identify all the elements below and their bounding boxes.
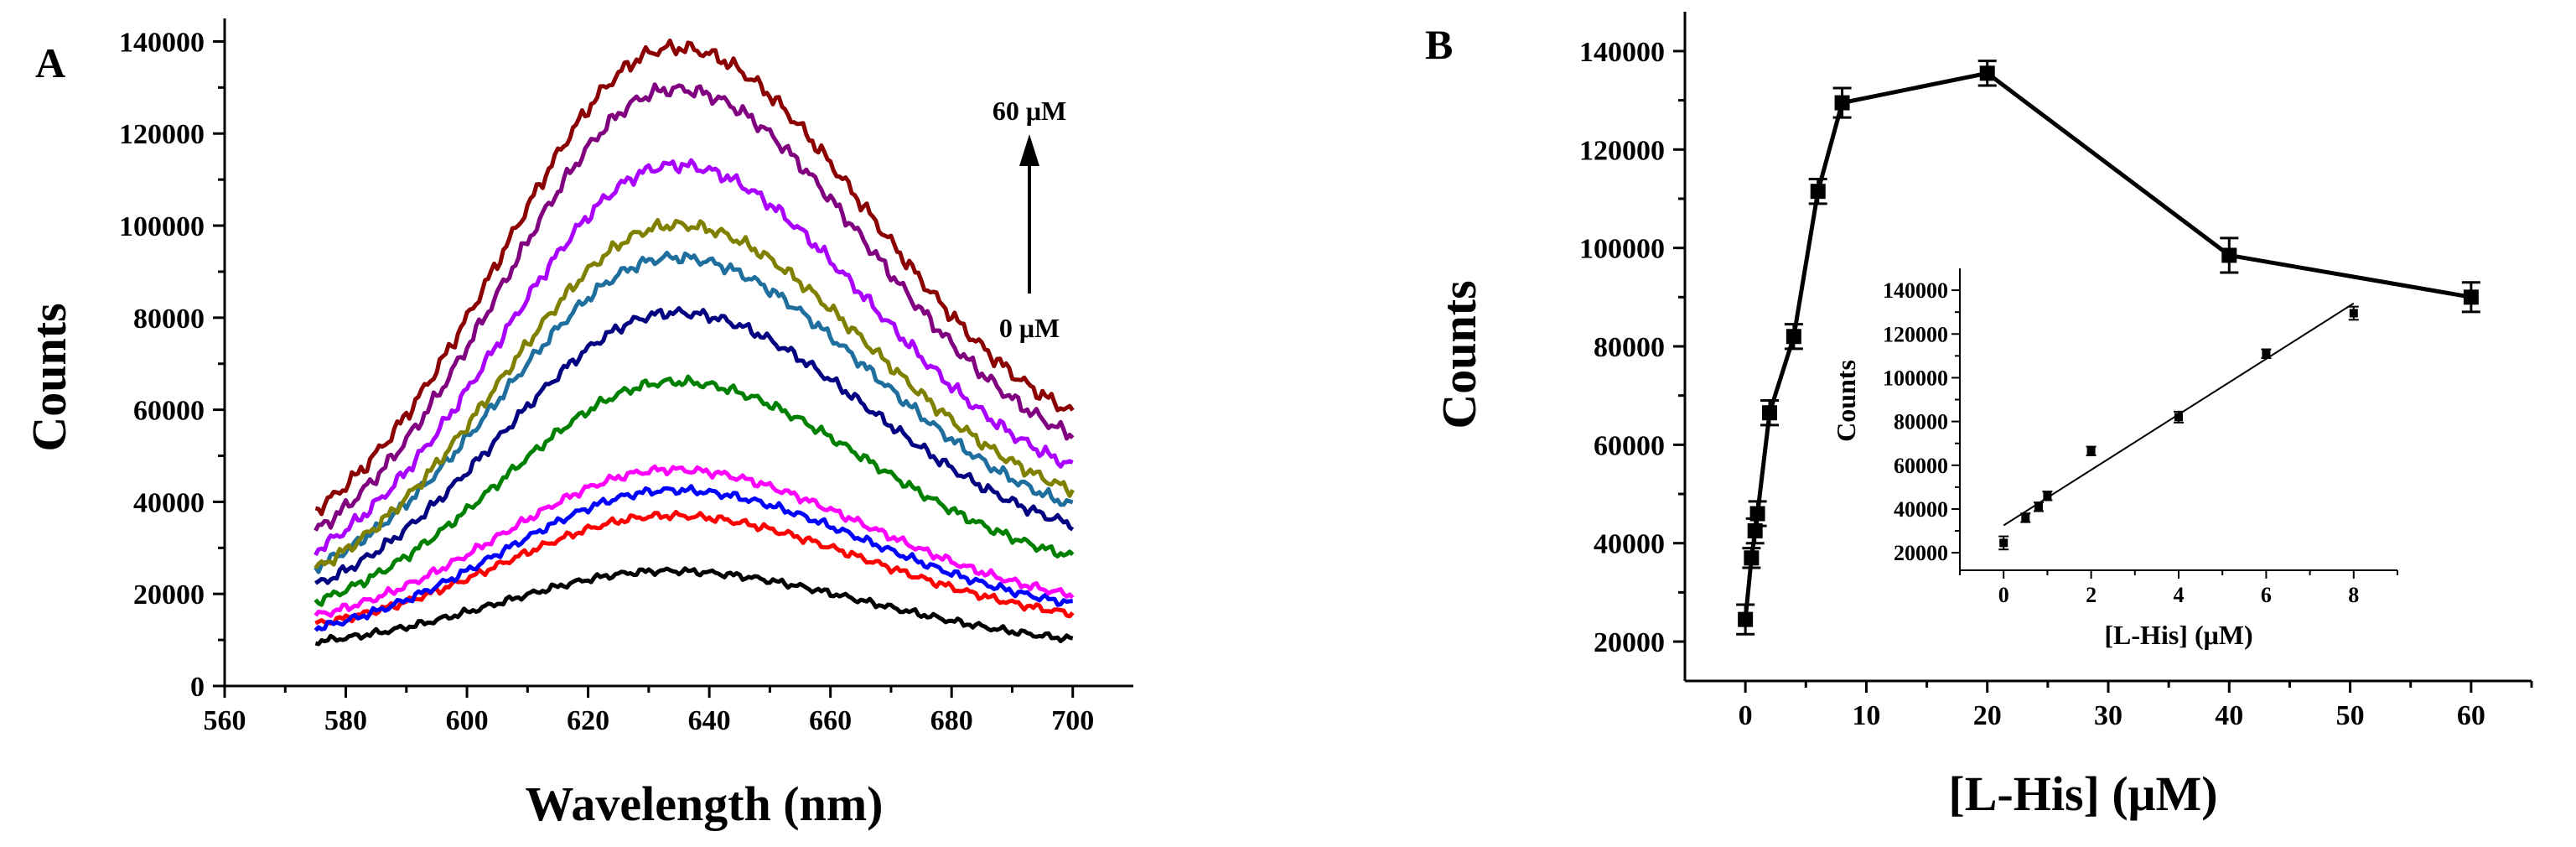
data-point (1810, 184, 1826, 200)
spectrum-line (314, 218, 1075, 570)
inset-x-tick-label: 6 (2261, 583, 2272, 607)
inset-data-point (2349, 309, 2358, 318)
y-tick-label: 20000 (1594, 627, 1665, 658)
y-tick-label: 120000 (1579, 135, 1665, 166)
inset-data-point (2086, 446, 2096, 455)
y-tick-label: 40000 (133, 487, 205, 518)
inset-x-tick-label: 4 (2174, 583, 2185, 607)
y-axis-label: Counts (22, 303, 76, 451)
panel-b-label: B (1425, 21, 1453, 68)
y-tick-label: 40000 (1594, 529, 1665, 560)
data-point (1834, 95, 1850, 111)
y-tick-label: 100000 (1579, 234, 1665, 265)
spectrum-line (314, 38, 1075, 517)
y-tick-label: 60000 (133, 396, 205, 427)
inset-chart: 0 2 4 6 8 20000 40000 60000 80000 100000 120000 140… (1831, 268, 2398, 650)
spectrum-line (314, 464, 1075, 618)
inset-data-point (2262, 349, 2271, 358)
inset-x-tick-label: 8 (2348, 583, 2359, 607)
panel-a: A 560 580 600 620 640 660 680 700 0 20000 40000 600… (22, 18, 1133, 831)
annotation-top-label: 60 μM (993, 96, 1066, 126)
x-axis-label: Wavelength (nm) (526, 777, 884, 831)
inset-y-tick-label: 100000 (1883, 366, 1948, 390)
inset-x-tick-label: 2 (2086, 583, 2097, 607)
inset-data-point (2021, 513, 2030, 522)
inset-data-point (2043, 491, 2052, 501)
panel-b: B 0 10 20 30 40 50 602000040000600008000010000… (1425, 12, 2533, 821)
data-point (1744, 550, 1760, 566)
data-point (2221, 247, 2237, 263)
data-point (1979, 65, 1995, 81)
y-tick-label: 80000 (1594, 332, 1665, 363)
spectrum-line (314, 251, 1074, 574)
spectrum-line (314, 158, 1074, 557)
inset-x-axis-label: [L-His] (μM) (2104, 620, 2252, 650)
inset-y-tick-label: 120000 (1883, 322, 1948, 346)
y-tick-label: 0 (190, 672, 205, 703)
x-tick-label: 680 (930, 705, 973, 736)
inset-y-tick-label: 60000 (1894, 454, 1948, 478)
inset-y-tick-label: 140000 (1883, 278, 1948, 303)
x-tick-label: 20 (1973, 700, 2002, 731)
x-tick-label: 660 (809, 705, 852, 736)
y-tick-label: 140000 (119, 27, 205, 58)
x-tick-label: 30 (2094, 700, 2122, 731)
data-point (1762, 405, 1777, 421)
data-point (1749, 506, 1765, 522)
spectrum-line (314, 484, 1073, 632)
spectrum-line (314, 509, 1075, 626)
y-tick-label: 60000 (1594, 430, 1665, 461)
inset-y-axis-label: Counts (1831, 360, 1861, 442)
x-tick-label: 700 (1051, 705, 1094, 736)
x-tick-label: 40 (2215, 700, 2243, 731)
y-tick-label: 120000 (119, 119, 205, 150)
x-tick-label: 640 (688, 705, 731, 736)
data-point (2463, 289, 2479, 305)
annotation-bottom-label: 0 μM (999, 313, 1060, 343)
data-point (1786, 329, 1801, 345)
inset-y-tick-label: 40000 (1894, 497, 1948, 522)
spectrum-line (314, 306, 1075, 585)
x-axis-label: [L-His] (μM) (1948, 766, 2217, 821)
spectrum-line (314, 566, 1074, 647)
x-tick-label: 50 (2336, 700, 2365, 731)
x-tick-label: 10 (1852, 700, 1880, 731)
data-point (1747, 523, 1763, 539)
y-tick-label: 20000 (133, 579, 205, 611)
data-line (1743, 70, 2472, 620)
y-tick-label: 140000 (1579, 37, 1665, 68)
inset-y-tick-label: 80000 (1894, 410, 1948, 434)
x-tick-label: 560 (204, 705, 246, 736)
y-tick-label: 80000 (133, 304, 205, 335)
data-point (1738, 611, 1754, 627)
inset-y-tick-label: 20000 (1894, 541, 1948, 565)
spectrum-line (314, 82, 1075, 532)
y-tick-label: 100000 (119, 211, 205, 242)
x-tick-label: 0 (1739, 700, 1753, 731)
y-axis-label: Counts (1432, 280, 1486, 429)
inset-x-tick-label: 0 (1998, 583, 2009, 607)
inset-data-point (1999, 538, 2008, 548)
x-tick-label: 620 (567, 705, 609, 736)
inset-data-point (2034, 502, 2043, 512)
panel-a-label: A (35, 39, 65, 86)
x-tick-label: 60 (2457, 700, 2485, 731)
inset-data-point (2174, 413, 2183, 422)
x-tick-label: 600 (446, 705, 489, 736)
x-tick-label: 580 (324, 705, 367, 736)
annotation-arrow-head (1019, 134, 1039, 166)
spectrum-line (314, 374, 1075, 607)
